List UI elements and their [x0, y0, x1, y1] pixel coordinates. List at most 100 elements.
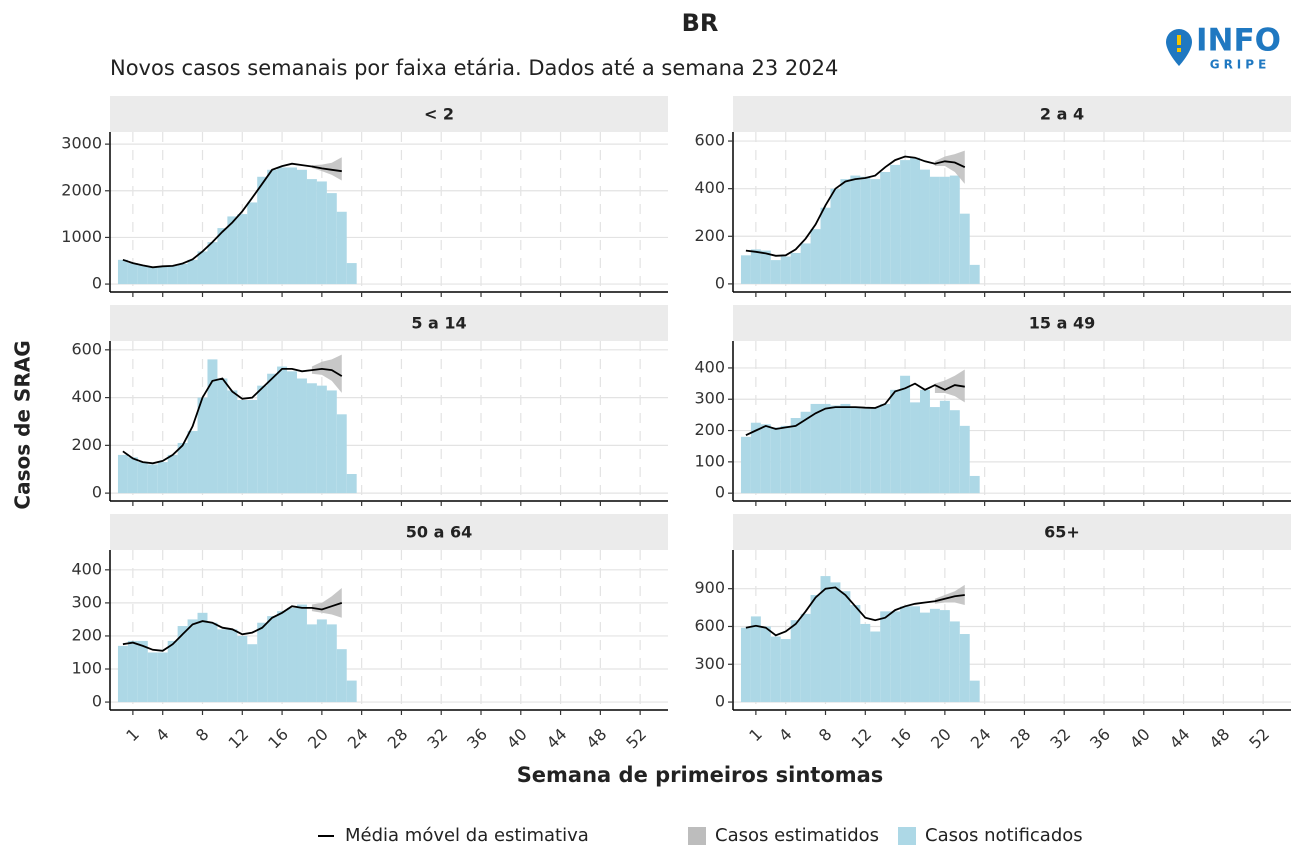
- estimate-band: [934, 150, 965, 184]
- bar: [267, 616, 278, 703]
- bar: [346, 680, 357, 703]
- bar: [177, 264, 188, 285]
- bar: [750, 616, 761, 703]
- strip: [733, 305, 1291, 341]
- bar: [850, 605, 861, 703]
- bar: [850, 407, 861, 494]
- chart-subtitle: Novos casos semanais por faixa etária. D…: [110, 56, 838, 80]
- bar: [167, 265, 178, 285]
- strip-title: < 2: [424, 105, 454, 124]
- bar: [117, 454, 128, 494]
- bar: [296, 604, 307, 703]
- bar: [257, 385, 268, 494]
- bar: [127, 263, 138, 285]
- bar: [900, 160, 911, 284]
- bar: [326, 193, 337, 285]
- bar: [740, 436, 751, 494]
- bar: [780, 639, 791, 703]
- bar: [296, 169, 307, 285]
- strip: [110, 96, 668, 132]
- moving-average-line: [745, 155, 966, 257]
- strip-title: 15 a 49: [1029, 314, 1095, 333]
- y-tick-label: 900: [694, 578, 725, 597]
- bar: [949, 410, 960, 494]
- bar: [117, 259, 128, 285]
- y-tick-label: 0: [715, 273, 725, 292]
- facet: 5 a 14 0 200 400 600: [71, 305, 668, 506]
- bar: [257, 622, 268, 703]
- estimate-band: [311, 588, 342, 618]
- bar: [840, 179, 851, 284]
- bar: [820, 576, 831, 703]
- y-tick-label: 100: [71, 659, 102, 678]
- y-tick-label: 2000: [61, 180, 102, 199]
- bar: [227, 216, 238, 285]
- bar: [870, 631, 881, 703]
- bar: [187, 431, 198, 494]
- bar: [760, 424, 771, 494]
- strip: [110, 305, 668, 341]
- bar: [830, 582, 841, 703]
- bar: [187, 259, 198, 285]
- logo-mark: [1177, 35, 1181, 45]
- y-axis-title: Casos de SRAG: [11, 340, 35, 509]
- bar: [740, 255, 751, 284]
- bar: [840, 591, 851, 703]
- bar: [336, 649, 347, 703]
- bar: [800, 243, 811, 284]
- bar: [207, 242, 218, 285]
- bar: [277, 366, 288, 494]
- bar: [247, 644, 258, 703]
- bar: [949, 175, 960, 284]
- y-tick-label: 0: [92, 692, 102, 711]
- bar: [157, 652, 168, 703]
- bar: [919, 612, 930, 703]
- bar: [197, 251, 208, 285]
- bar: [800, 411, 811, 494]
- bar: [117, 645, 128, 703]
- bar: [900, 375, 911, 494]
- y-tick-label: 0: [92, 483, 102, 502]
- bar: [326, 624, 337, 703]
- y-tick-label: 300: [694, 389, 725, 408]
- bar: [959, 634, 970, 703]
- bar: [790, 418, 801, 494]
- bar: [910, 606, 920, 703]
- bar: [227, 629, 238, 703]
- bar: [157, 266, 168, 285]
- bar: [800, 613, 811, 703]
- estimate-band: [934, 369, 965, 403]
- legend-swatch: [688, 827, 706, 845]
- y-tick-label: 3000: [61, 134, 102, 153]
- bar: [167, 454, 178, 494]
- bar: [336, 211, 347, 285]
- y-tick-label: 200: [694, 420, 725, 439]
- bar: [137, 640, 148, 703]
- strip: [110, 514, 668, 550]
- legend-label: Média móvel da estimativa: [345, 825, 589, 846]
- bar: [770, 427, 781, 494]
- y-tick-label: 200: [71, 625, 102, 644]
- bar: [267, 169, 278, 285]
- bar: [880, 172, 891, 284]
- bar: [740, 627, 751, 703]
- moving-average-line: [122, 162, 342, 269]
- bar: [780, 425, 791, 494]
- estimate-band: [311, 354, 342, 393]
- y-tick-label: 400: [71, 559, 102, 578]
- logo-text: INFO: [1196, 23, 1281, 59]
- bar: [147, 267, 158, 285]
- bar: [929, 176, 940, 284]
- logo-mark: [1177, 48, 1181, 52]
- bar: [207, 359, 218, 494]
- bar: [287, 607, 297, 703]
- bar: [137, 265, 148, 285]
- bar: [247, 202, 258, 285]
- bar: [770, 260, 781, 284]
- bar: [127, 457, 138, 494]
- bar: [346, 474, 357, 494]
- bar: [177, 626, 188, 703]
- bar: [177, 442, 188, 494]
- facet: 2 a 4 0 200 400 600: [694, 96, 1291, 297]
